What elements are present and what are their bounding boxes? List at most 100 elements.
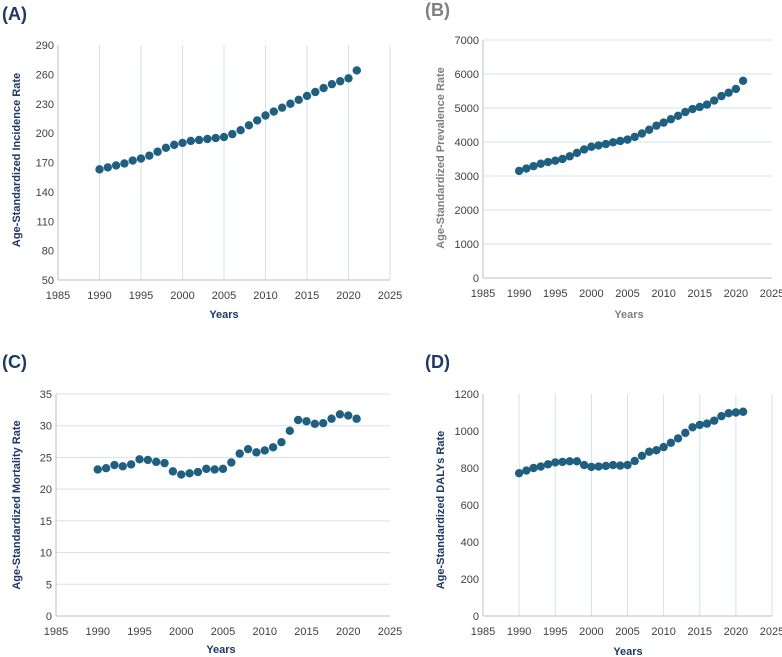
x-tick-label-c: 2005	[211, 626, 235, 638]
data-point-a-2013	[286, 99, 295, 108]
data-point-a-2015	[302, 91, 312, 101]
data-point-d-2021	[738, 407, 748, 416]
data-point-c-2008	[243, 444, 253, 454]
x-tick-label-d: 2005	[615, 626, 639, 638]
y-tick-label-d: 200	[461, 574, 479, 586]
data-point-a-1991	[103, 163, 113, 172]
y-tick-labels-b: 0 1000 2000 3000 4000 5000 6000 7000	[455, 35, 479, 285]
data-point-b-1999	[579, 145, 589, 154]
data-point-d-2019	[724, 409, 733, 418]
data-point-a-1990	[95, 165, 104, 174]
data-point-c-2013	[285, 426, 294, 435]
x-tick-label-a: 2000	[170, 290, 194, 302]
data-point-b-1998	[572, 148, 582, 158]
data-point-b-2016	[702, 100, 712, 109]
data-point-d-2000	[587, 462, 596, 472]
x-tick-label-a: 2025	[378, 290, 402, 302]
x-tick-label-c: 2000	[169, 626, 193, 638]
y-tick-label-d: 600	[461, 500, 479, 512]
y-tick-label-d: 1000	[455, 426, 479, 438]
data-point-b-2006	[630, 132, 639, 142]
y-tick-label-d: 1200	[455, 389, 479, 401]
data-point-b-2004	[616, 136, 625, 146]
y-tick-label-c: 25	[40, 452, 52, 464]
data-point-c-2015	[302, 417, 311, 426]
data-point-d-2007	[637, 451, 647, 460]
data-point-b-2017	[710, 96, 719, 105]
data-point-b-1992	[529, 161, 538, 171]
data-point-d-2015	[695, 420, 704, 430]
data-point-c-1998	[160, 458, 169, 468]
y-tick-label-c: 0	[46, 611, 52, 623]
data-point-b-2011	[666, 115, 676, 124]
data-point-c-1992	[110, 460, 119, 470]
data-point-b-1991	[522, 164, 531, 173]
data-point-b-1997	[565, 152, 574, 161]
data-point-b-1994	[543, 157, 553, 167]
data-point-c-2016	[310, 419, 320, 429]
y-tick-label-a: 290	[36, 40, 54, 52]
data-point-a-2005	[219, 132, 229, 142]
y-tick-labels-d: 0 200 400 600 800 1000 1200	[455, 389, 479, 623]
data-point-c-1993	[118, 462, 128, 471]
y-tick-label-a: 80	[42, 246, 54, 258]
data-point-a-2020	[344, 74, 353, 83]
data-point-a-1999	[170, 140, 179, 150]
y-tick-label-d: 800	[461, 463, 479, 475]
y-tick-label-b: 0	[473, 273, 479, 285]
data-point-a-2012	[277, 103, 287, 112]
data-point-b-1993	[536, 159, 545, 168]
data-point-a-2008	[244, 121, 254, 130]
data-point-b-2005	[623, 135, 632, 144]
data-point-d-2003	[608, 460, 618, 470]
x-tick-label-d: 2020	[724, 626, 748, 638]
data-point-d-2004	[616, 461, 625, 470]
x-tick-label-b: 2015	[688, 288, 712, 300]
data-point-c-2005	[218, 464, 228, 474]
data-point-c-2017	[319, 418, 328, 428]
data-point-b-2012	[673, 111, 683, 121]
data-point-b-2003	[608, 138, 618, 147]
x-tick-label-b: 2020	[724, 288, 748, 300]
panel-label-b: (B)	[425, 0, 450, 20]
data-point-d-2002	[601, 461, 611, 471]
y-tick-label-c: 10	[40, 548, 52, 560]
data-point-d-2012	[673, 434, 683, 443]
data-point-b-2008	[644, 125, 654, 134]
data-point-d-2009	[652, 446, 661, 455]
y-tick-label-c: 30	[40, 421, 52, 433]
y-axis-title-c: Age-Standardized Mortality Rate	[11, 420, 23, 589]
y-tick-label-b: 6000	[455, 69, 479, 81]
data-point-b-2000	[587, 142, 596, 151]
x-tick-label-c: 1985	[44, 626, 68, 638]
data-point-d-2006	[630, 456, 639, 466]
data-point-d-1998	[572, 457, 582, 466]
data-point-a-2001	[186, 136, 195, 146]
data-point-c-2012	[277, 438, 286, 447]
data-point-d-2010	[659, 442, 668, 452]
y-tick-label-a: 200	[36, 128, 54, 140]
data-point-c-2002	[193, 467, 203, 477]
data-points-b	[514, 76, 748, 176]
x-tick-label-b: 1990	[507, 288, 531, 300]
y-tick-label-a: 50	[42, 275, 54, 287]
axes-d	[482, 394, 772, 617]
y-tick-labels-a: 50 80 110 140 170 200 230 260 290	[36, 40, 54, 287]
data-point-c-2010	[260, 446, 269, 455]
x-tick-label-d: 2015	[688, 626, 712, 638]
data-point-a-2002	[194, 135, 204, 145]
x-tick-label-b: 2000	[579, 288, 603, 300]
y-tick-label-a: 260	[36, 69, 54, 81]
y-tick-label-d: 400	[461, 537, 479, 549]
y-tick-labels-c: 0 5 10 15 20 25 30 35	[40, 389, 52, 623]
data-point-d-1994	[543, 460, 553, 469]
data-point-d-2013	[681, 428, 690, 438]
data-point-c-1999	[168, 467, 178, 476]
data-point-d-2005	[623, 460, 632, 470]
data-point-d-1997	[565, 457, 574, 466]
x-tick-label-a: 2005	[212, 290, 236, 302]
x-tick-label-a: 1995	[129, 290, 153, 302]
data-point-a-1992	[111, 161, 121, 170]
x-tick-label-d: 1990	[507, 626, 531, 638]
